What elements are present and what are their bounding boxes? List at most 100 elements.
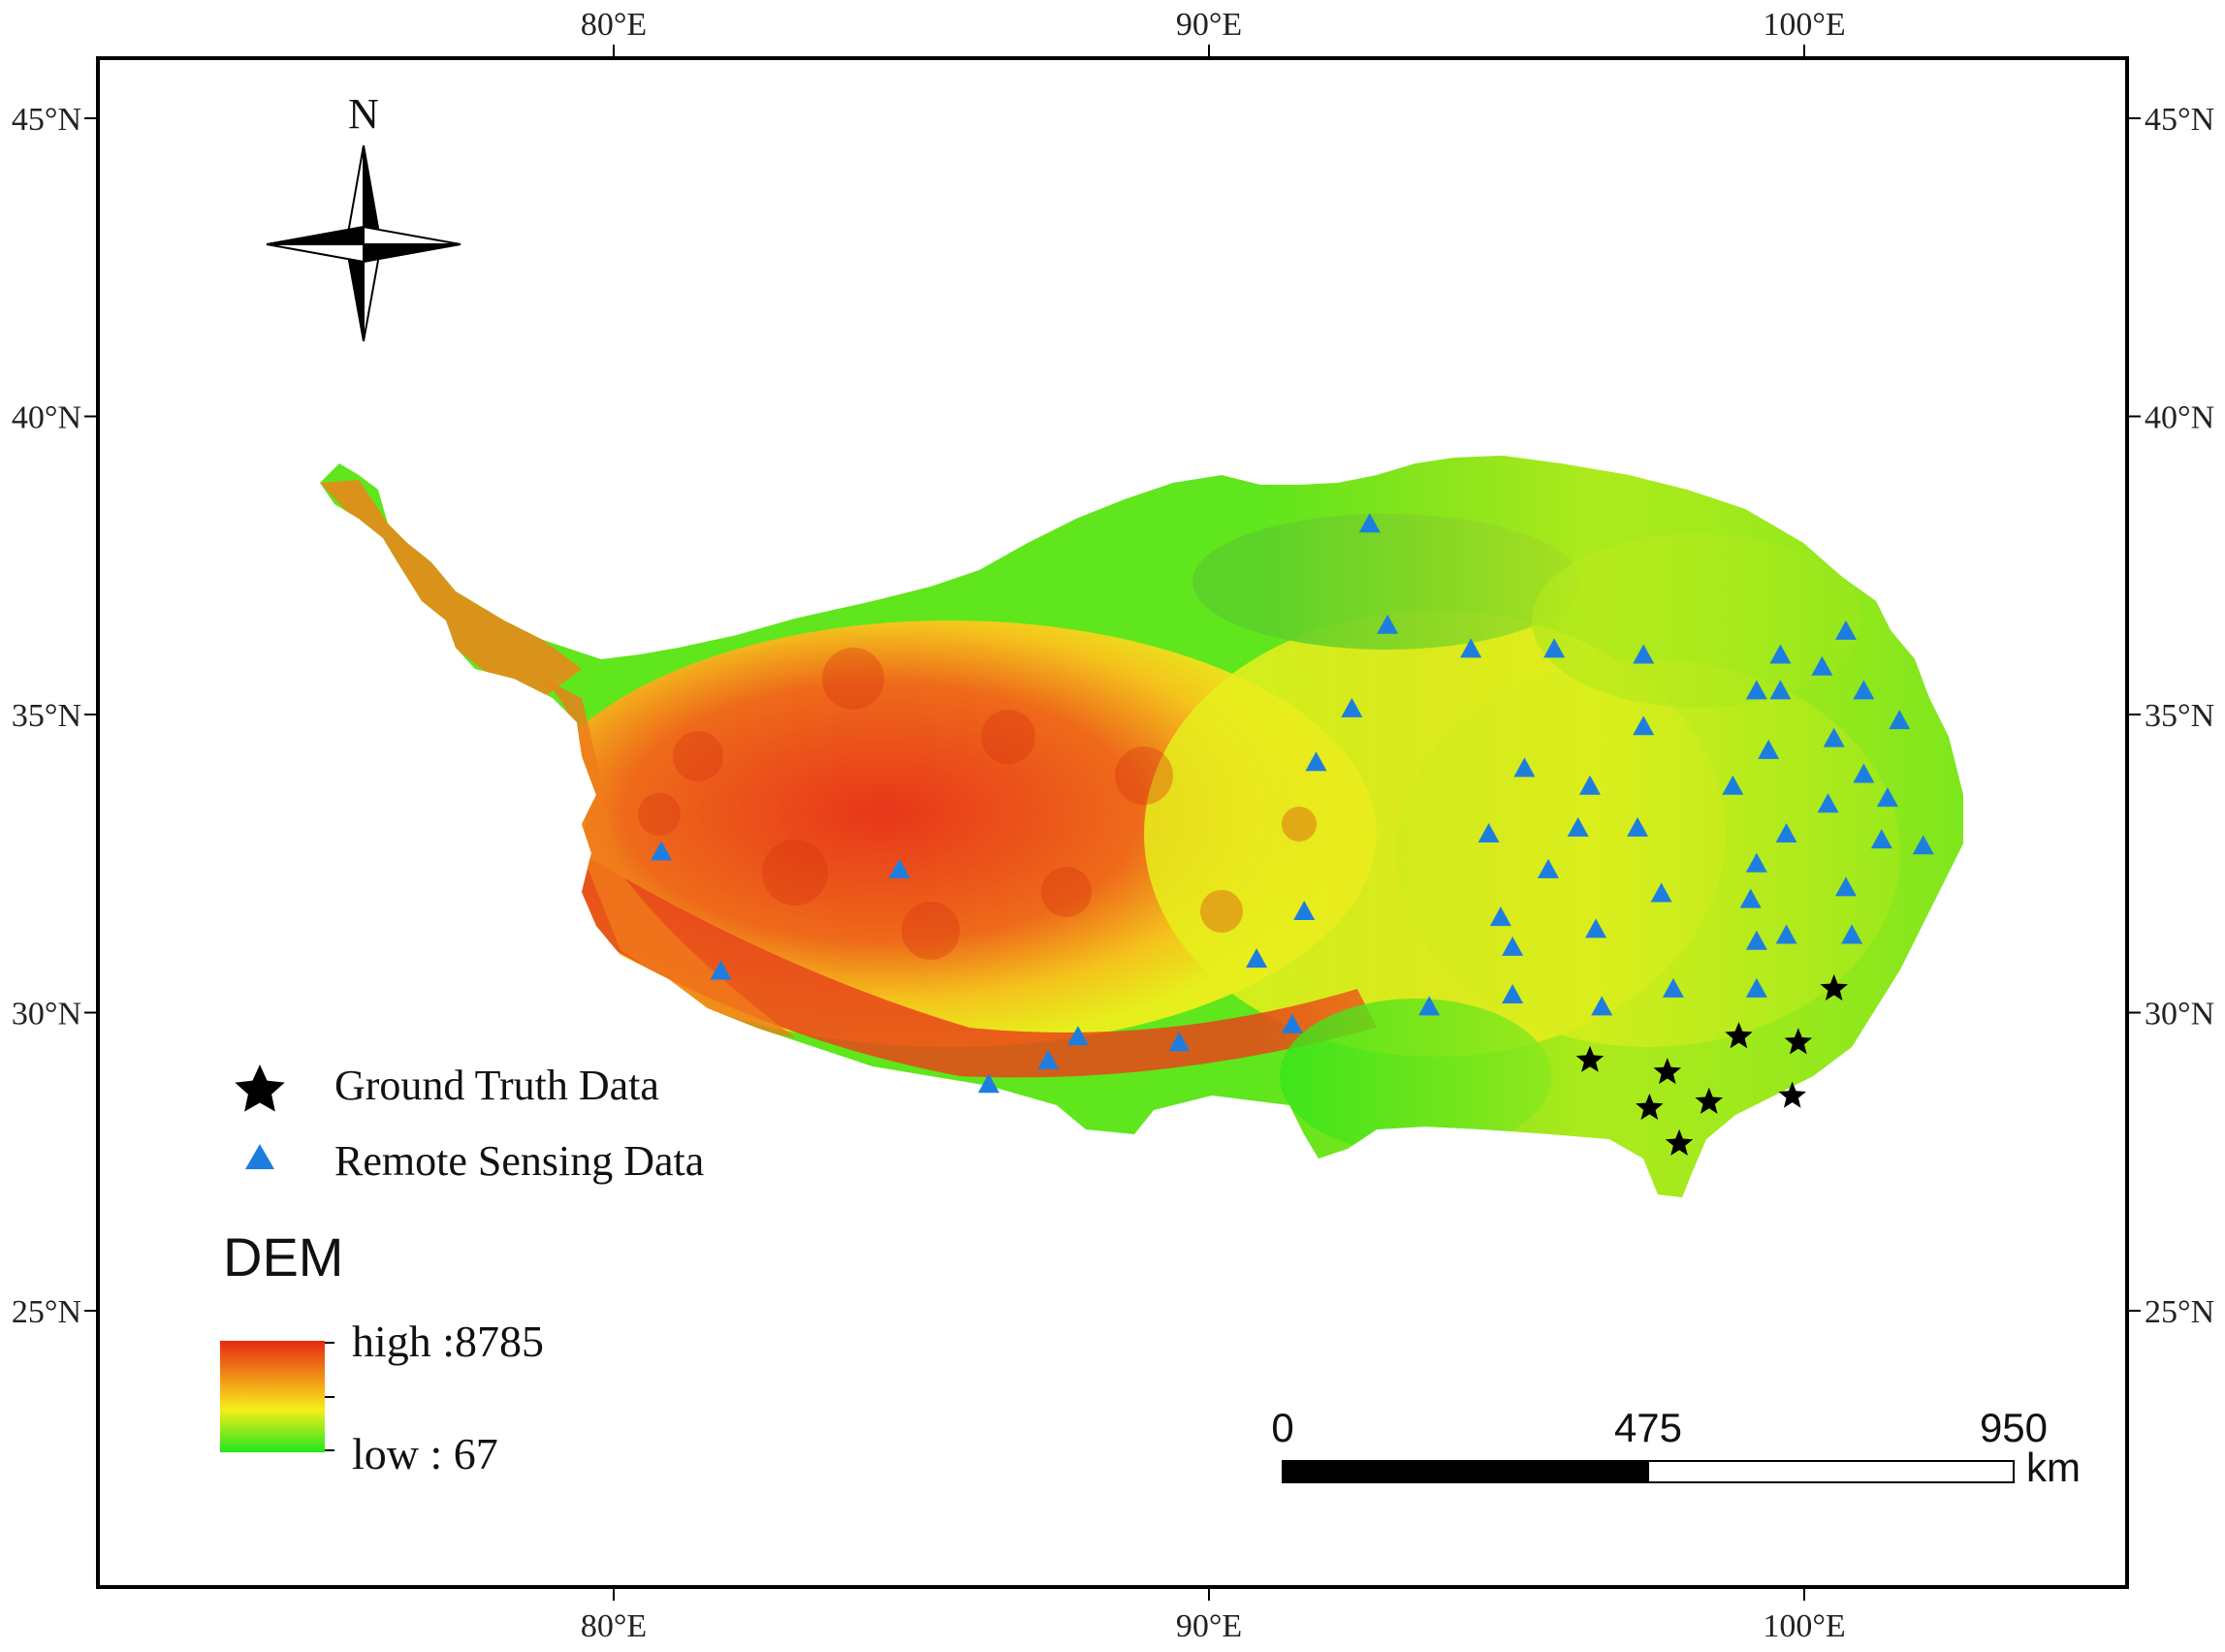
remote-sensing-point [1293,900,1316,920]
remote-sensing-point [1722,775,1744,795]
remote-sensing-point [1889,710,1911,730]
remote-sensing-point [1853,680,1875,700]
remote-sensing-points [651,513,1934,1094]
ground-truth-point [1695,1087,1723,1114]
remote-sensing-point [1513,757,1536,778]
remote-sensing-point [1912,835,1934,855]
remote-sensing-point [1817,793,1839,813]
lat-label-right: 40°N [2145,400,2214,436]
remote-sensing-point [710,960,732,980]
legend-remote-sensing-triangle-icon [245,1144,274,1169]
scale-bar-black-segment [1282,1460,1649,1483]
lat-label-left: 35°N [12,698,81,734]
remote-sensing-point [1168,1032,1191,1052]
remote-sensing-point [1358,513,1381,533]
remote-sensing-point [1739,888,1762,908]
remote-sensing-point [1567,816,1589,837]
scale-label-0: 0 [1271,1405,1293,1450]
remote-sensing-point [1775,823,1797,842]
scale-bar: 0 475 950 km [1271,1405,2081,1490]
remote-sensing-point [1478,823,1500,842]
scale-unit-label: km [2026,1445,2081,1490]
himalaya-ridge [582,853,1377,1078]
lat-label-left: 40°N [12,400,81,436]
remote-sensing-point [1502,984,1524,1004]
lat-label-left: 45°N [12,102,81,138]
remote-sensing-point [1811,655,1833,676]
legend: Ground Truth Data Remote Sensing Data DE… [220,1062,704,1478]
remote-sensing-point [1853,763,1875,783]
remote-sensing-point [1662,977,1684,998]
remote-sensing-point [1834,876,1857,897]
scale-bar-white-segment [1647,1460,2015,1483]
ground-truth-point [1820,973,1848,1001]
remote-sensing-point [1305,751,1327,772]
remote-sensing-point [1876,787,1898,808]
dem-legend-title: DEM [223,1226,343,1287]
lat-label-right: 25°N [2145,1294,2214,1330]
dem-high-label: high :8785 [352,1317,544,1366]
remote-sensing-point [1489,906,1511,927]
remote-sensing-point [1627,816,1649,837]
lat-label-right: 35°N [2145,698,2214,734]
remote-sensing-point [1633,644,1655,664]
southwest-ridge [543,679,795,1037]
remote-sensing-point [1769,680,1792,700]
ground-truth-points [1575,973,1848,1156]
legend-ground-truth-star-icon [235,1064,285,1112]
remote-sensing-point [1578,775,1601,795]
remote-sensing-point [1745,680,1767,700]
lon-label-top: 100°E [1763,7,1845,43]
north-arrow-east-point-white [363,225,461,245]
remote-sensing-point [1543,638,1566,658]
ground-truth-point [1636,1093,1664,1120]
lon-label-bottom: 100°E [1763,1608,1845,1644]
remote-sensing-point [1066,1026,1089,1046]
lon-label-top: 90°E [1176,7,1242,43]
ground-truth-point [1653,1058,1681,1085]
remote-sensing-point [1585,918,1607,938]
graticule: 80°E 80°E 90°E 90°E 100°E 100°E 45°N 45°N 40°N 40… [12,7,2214,1644]
dem-low-label: low : 67 [352,1429,498,1478]
remote-sensing-point [1769,644,1792,664]
remote-sensing-point [1591,996,1613,1016]
lat-label-right: 30°N [2145,997,2214,1032]
remote-sensing-point [1460,638,1482,658]
remote-sensing-point [1502,936,1524,956]
remote-sensing-point [1834,620,1857,640]
lon-label-bottom: 80°E [581,1608,647,1644]
remote-sensing-point [1650,882,1672,903]
lat-label-left: 25°N [12,1294,81,1330]
remote-sensing-point [1775,924,1797,944]
remote-sensing-point [1341,697,1363,717]
legend-ground-truth-label: Ground Truth Data [334,1062,659,1109]
lon-label-top: 80°E [581,7,647,43]
lat-label-right: 45°N [2145,102,2214,138]
remote-sensing-point [651,841,673,861]
ground-truth-point [1725,1022,1753,1049]
western-arm [320,480,582,698]
terrain-texture [638,648,1317,960]
remote-sensing-point [1377,614,1399,634]
remote-sensing-point [1281,1013,1303,1033]
ground-truth-point [1784,1028,1813,1055]
remote-sensing-point [1841,924,1863,944]
lon-label-bottom: 90°E [1176,1608,1242,1644]
north-arrow: N [266,90,461,342]
ground-truth-point [1665,1128,1694,1156]
remote-sensing-point [1823,727,1845,747]
scale-label-475: 475 [1614,1405,1682,1450]
remote-sensing-point [1745,930,1767,950]
ground-truth-point [1778,1081,1806,1108]
legend-remote-sensing-label: Remote Sensing Data [334,1137,704,1185]
remote-sensing-point [1745,852,1767,873]
remote-sensing-point [1758,739,1780,759]
north-arrow-label: N [348,90,379,138]
dem-color-ramp [220,1341,325,1452]
remote-sensing-point [1537,858,1559,878]
remote-sensing-point [1246,948,1268,969]
scale-label-950: 950 [1980,1405,2048,1450]
remote-sensing-point [1745,977,1767,998]
remote-sensing-point [977,1073,1000,1094]
